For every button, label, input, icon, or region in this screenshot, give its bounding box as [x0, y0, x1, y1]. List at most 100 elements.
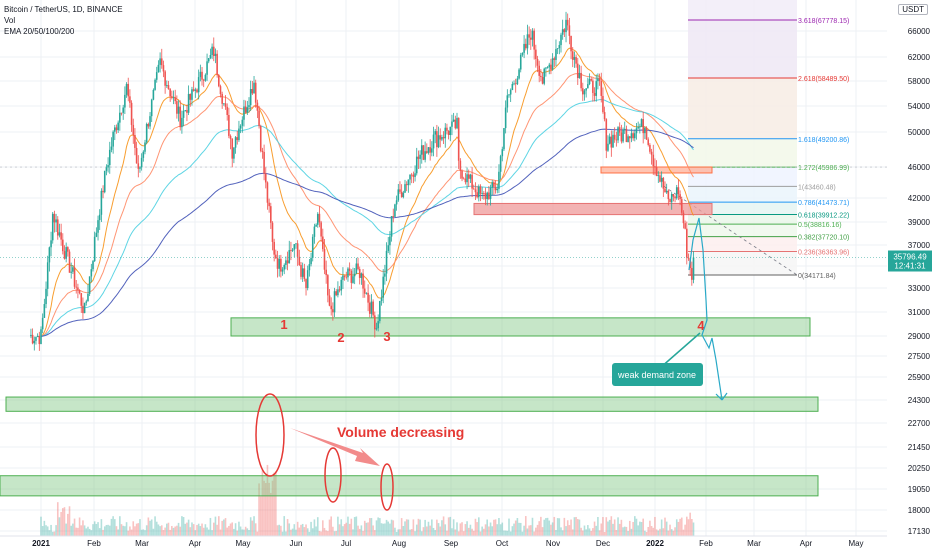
volume-bar: [597, 517, 599, 536]
volume-bar: [390, 519, 393, 536]
volume-trend-arrow: [290, 428, 380, 466]
fibonacci-extension[interactable]: 3.618(67778.15) 2.618(58489.50) 1.618(4920…: [0, 0, 887, 280]
candle-body: [566, 19, 569, 26]
candle-body: [370, 301, 373, 314]
candle-body: [511, 83, 514, 90]
volume-bar: [367, 522, 369, 536]
candle-body: [645, 127, 648, 140]
candle-body: [229, 135, 232, 139]
symbol-title[interactable]: Bitcoin / TetherUS, 1D, BINANCE: [4, 5, 123, 14]
candle-body: [649, 144, 651, 152]
candle-body: [337, 289, 339, 296]
candle-body: [276, 258, 279, 269]
volume-bar: [152, 528, 155, 536]
current-price-value: 35796.49: [893, 252, 927, 261]
candle-body: [239, 125, 242, 129]
volume-bar: [51, 531, 54, 536]
candle-body: [67, 247, 69, 252]
time-axis[interactable]: 2021 Feb Mar Apr May Jun Jul Aug Sep Oct Nov Dec 202…: [0, 535, 887, 550]
volume-bar: [340, 519, 343, 536]
candle-body: [541, 77, 544, 84]
candle-body: [617, 127, 619, 141]
candle-body: [231, 138, 234, 159]
candle-body: [546, 67, 549, 69]
candle-body: [30, 334, 32, 337]
candle-body: [536, 58, 539, 66]
volume-bar: [491, 526, 494, 536]
currency-badge[interactable]: USDT: [898, 4, 928, 15]
volume-bar: [503, 530, 505, 536]
volume-bar: [664, 517, 666, 536]
volume-bar: [134, 526, 136, 536]
candle-body: [342, 275, 344, 280]
volume-bar: [184, 523, 187, 536]
fib-level-label: 0.382(37720.10): [798, 235, 849, 242]
candle-body: [350, 270, 353, 283]
callout-pointer: [659, 332, 701, 369]
candle-body: [159, 58, 161, 65]
volume-bar: [405, 519, 408, 536]
candle-body: [691, 268, 693, 280]
fib-band: [688, 202, 797, 215]
volume-bar: [122, 525, 124, 536]
candle-body: [335, 291, 338, 296]
volume-bar: [397, 529, 400, 536]
volume-bar: [268, 482, 270, 536]
volume-bar: [665, 521, 668, 536]
candle-body: [306, 270, 309, 289]
volume-bar: [142, 529, 145, 536]
candle-body: [436, 131, 438, 148]
candle-body: [575, 57, 577, 64]
volume-bar: [647, 526, 650, 536]
volume-bar: [80, 525, 83, 536]
support-zone: [5, 396, 819, 412]
candle-body: [400, 191, 403, 198]
volume-bar: [169, 529, 171, 536]
candle-body: [384, 273, 386, 277]
candle-body: [172, 97, 175, 99]
ema-indicator-label[interactable]: EMA 20/50/100/200: [4, 27, 75, 36]
volume-bars: [40, 464, 695, 536]
volume-bar: [350, 518, 353, 536]
candle-body: [140, 157, 143, 168]
volume-bar: [467, 527, 470, 536]
ema-line-50: [40, 73, 694, 337]
volume-bar: [209, 517, 212, 536]
ema-lines: [40, 47, 694, 338]
candle-body: [100, 190, 103, 215]
volume-bar: [333, 531, 336, 536]
volume-bar: [135, 523, 138, 536]
volume-bar: [437, 523, 440, 536]
volume-bar: [353, 517, 356, 536]
candle-body: [486, 192, 488, 200]
volume-bar: [207, 529, 210, 536]
candle-countdown: 12:41:31: [894, 261, 926, 270]
candle-body: [665, 190, 668, 193]
candle-body: [382, 276, 384, 298]
candle-body: [499, 156, 502, 172]
candle-body: [110, 146, 113, 150]
candle-body: [560, 34, 562, 46]
candle-body: [253, 82, 255, 94]
volume-bar: [580, 527, 582, 536]
volume-bar: [95, 523, 98, 536]
volume-bar: [377, 517, 379, 536]
candle-body: [447, 130, 450, 135]
candle-body: [434, 131, 436, 135]
volume-bar: [98, 528, 101, 536]
candle-body: [199, 71, 202, 78]
candle-body: [134, 134, 136, 148]
volume-bar: [77, 527, 79, 536]
annotations[interactable]: 1 2 3 4 weak demand zone Volume decreasing: [255, 217, 728, 511]
volume-indicator-label[interactable]: Vol: [4, 16, 16, 25]
fib-level-label: 2.618(58489.50): [798, 76, 849, 83]
candle-body: [686, 228, 688, 258]
volume-bar: [613, 519, 616, 536]
volume-bar: [607, 521, 609, 536]
price-tick-label: 54000: [908, 102, 931, 111]
volume-bar: [62, 508, 64, 536]
candle-body: [251, 89, 254, 94]
volume-bar: [431, 519, 433, 536]
